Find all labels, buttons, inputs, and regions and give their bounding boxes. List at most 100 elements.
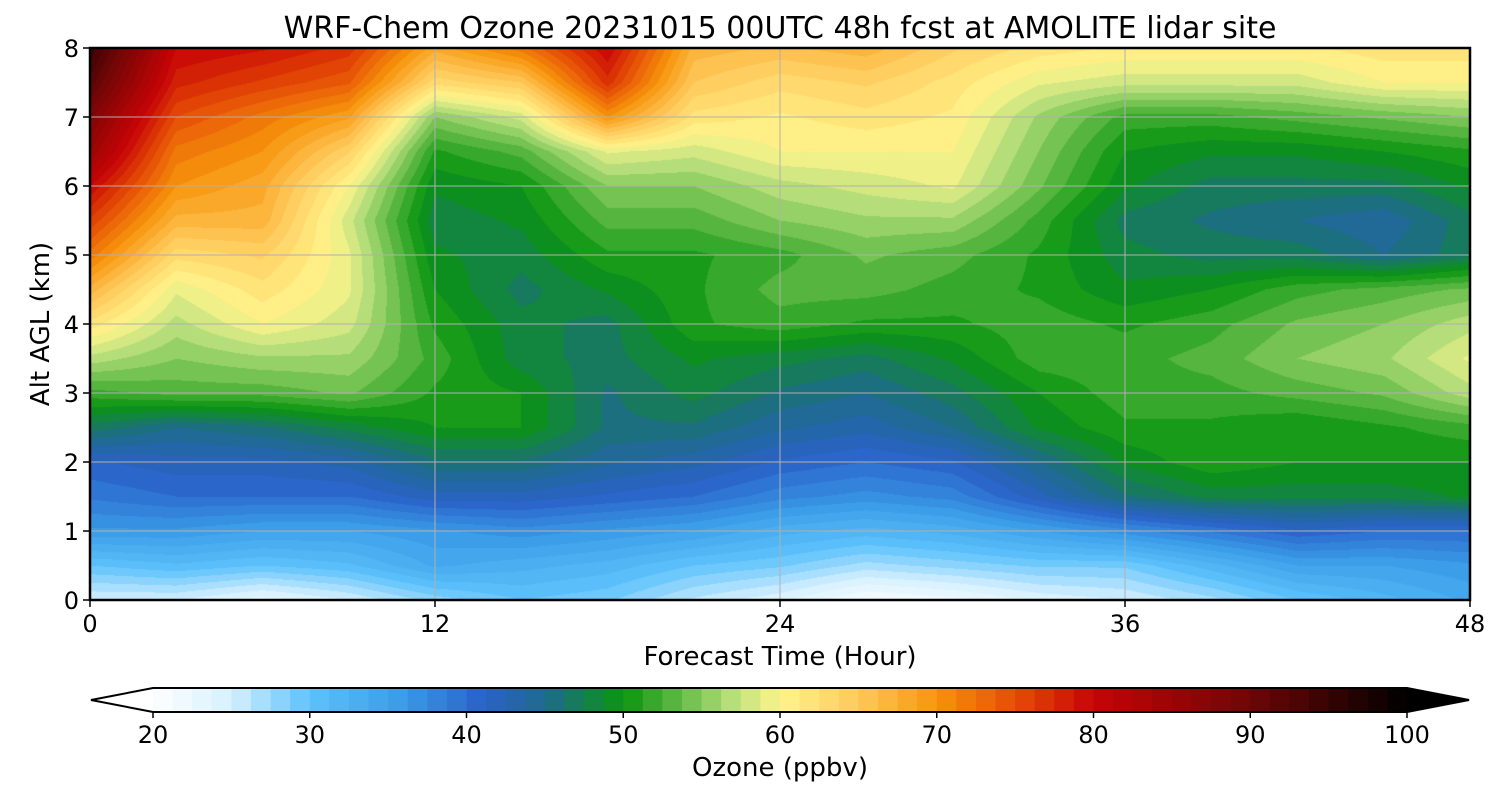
colorbar-cell xyxy=(309,688,330,712)
colorbar-cell xyxy=(1348,688,1369,712)
colorbar-cell xyxy=(1250,688,1271,712)
colorbar-cell xyxy=(1073,688,1095,712)
x-tick-label: 24 xyxy=(765,610,796,638)
y-tick-label: 0 xyxy=(64,587,79,615)
x-tick-label: 0 xyxy=(82,610,97,638)
colorbar-cell xyxy=(897,688,918,712)
colorbar-cell xyxy=(505,688,526,712)
y-tick-label: 3 xyxy=(64,380,79,408)
colorbar-cell xyxy=(740,688,762,712)
colorbar-cells xyxy=(153,688,1408,712)
colorbar-min-extend-arrow xyxy=(91,688,153,712)
colorbar-cell xyxy=(1289,688,1310,712)
colorbar-cell xyxy=(584,688,605,712)
colorbar-cell xyxy=(858,688,879,712)
colorbar-cell xyxy=(995,688,1016,712)
colorbar-cell xyxy=(701,688,722,712)
colorbar-cell xyxy=(525,688,546,712)
colorbar-cell xyxy=(153,688,174,712)
colorbar-tick-label: 90 xyxy=(1235,721,1266,749)
grid-lines xyxy=(90,48,1470,600)
y-tick-label: 7 xyxy=(64,104,79,132)
y-tick-label: 2 xyxy=(64,449,79,477)
colorbar-cell xyxy=(1015,688,1036,712)
colorbar-cell xyxy=(466,688,487,712)
colorbar-cell xyxy=(407,688,428,712)
colorbar-cell xyxy=(231,688,252,712)
colorbar-cell xyxy=(1328,688,1349,712)
colorbar-cell xyxy=(642,688,664,712)
colorbar-cell xyxy=(329,688,350,712)
colorbar-cell xyxy=(211,688,232,712)
colorbar-cell xyxy=(1034,688,1055,712)
colorbar-tick-label: 20 xyxy=(138,721,169,749)
colorbar-tick-label: 50 xyxy=(608,721,639,749)
colorbar-cell xyxy=(760,688,781,712)
colorbar-cell xyxy=(290,688,311,712)
colorbar-cell xyxy=(270,688,291,712)
colorbar-cell xyxy=(1211,688,1232,712)
colorbar-cell xyxy=(662,688,683,712)
colorbar-cell xyxy=(1054,688,1075,712)
x-tick-label: 12 xyxy=(420,610,451,638)
colorbar-tick-label: 100 xyxy=(1384,721,1430,749)
colorbar-cell xyxy=(250,688,272,712)
colorbar-cell xyxy=(172,688,193,712)
colorbar-tick-label: 70 xyxy=(921,721,952,749)
colorbar-cell xyxy=(427,688,448,712)
colorbar-tick-label: 40 xyxy=(451,721,482,749)
colorbar-cell xyxy=(799,688,820,712)
colorbar-cell xyxy=(1132,688,1153,712)
x-axis-label: Forecast Time (Hour) xyxy=(643,642,916,672)
colorbar: 20 30 40 50 60 70 80 90 100 xyxy=(90,687,1470,749)
colorbar-cell xyxy=(936,688,957,712)
colorbar-cell xyxy=(1309,688,1330,712)
colorbar-cell xyxy=(348,688,370,712)
colorbar-cell xyxy=(1387,688,1408,712)
y-tick-label: 4 xyxy=(64,311,79,339)
colorbar-cell xyxy=(1230,688,1251,712)
colorbar-max-extend-arrow xyxy=(1407,688,1469,712)
colorbar-cell xyxy=(1113,688,1134,712)
colorbar-cell xyxy=(192,688,213,712)
colorbar-cell xyxy=(1152,688,1173,712)
colorbar-cell xyxy=(1191,688,1212,712)
chart-title: WRF-Chem Ozone 20231015 00UTC 48h fcst a… xyxy=(284,11,1277,46)
y-axis-label: Alt AGL (km) xyxy=(26,242,56,406)
colorbar-cell xyxy=(623,688,644,712)
colorbar-cell xyxy=(1269,688,1291,712)
colorbar-label: Ozone (ppbv) xyxy=(692,753,868,783)
colorbar-cell xyxy=(721,688,742,712)
colorbar-cell xyxy=(975,688,997,712)
colorbar-ticks: 20 30 40 50 60 70 80 90 100 xyxy=(138,712,1430,749)
colorbar-cell xyxy=(819,688,840,712)
x-tick-label: 48 xyxy=(1455,610,1486,638)
x-axis: 0 12 24 36 48 xyxy=(82,600,1485,638)
colorbar-tick-label: 60 xyxy=(765,721,796,749)
colorbar-cell xyxy=(564,688,585,712)
colorbar-cell xyxy=(877,688,899,712)
y-tick-label: 5 xyxy=(64,242,79,270)
colorbar-cell xyxy=(544,688,566,712)
colorbar-cell xyxy=(603,688,624,712)
colorbar-cell xyxy=(1171,688,1193,712)
y-tick-label: 8 xyxy=(64,35,79,63)
colorbar-cell xyxy=(780,688,801,712)
colorbar-cell xyxy=(368,688,389,712)
x-tick-label: 36 xyxy=(1110,610,1141,638)
colorbar-cell xyxy=(486,688,507,712)
colorbar-cell xyxy=(838,688,859,712)
colorbar-cell xyxy=(917,688,938,712)
colorbar-cell xyxy=(446,688,468,712)
y-tick-label: 1 xyxy=(64,518,79,546)
colorbar-tick-label: 80 xyxy=(1078,721,1109,749)
colorbar-cell xyxy=(388,688,409,712)
colorbar-cell xyxy=(956,688,977,712)
colorbar-cell xyxy=(682,688,703,712)
colorbar-tick-label: 30 xyxy=(294,721,325,749)
y-axis: 0 1 2 3 4 5 6 7 8 xyxy=(64,35,90,615)
y-tick-label: 6 xyxy=(64,173,79,201)
colorbar-cell xyxy=(1367,688,1389,712)
colorbar-cell xyxy=(1093,688,1114,712)
